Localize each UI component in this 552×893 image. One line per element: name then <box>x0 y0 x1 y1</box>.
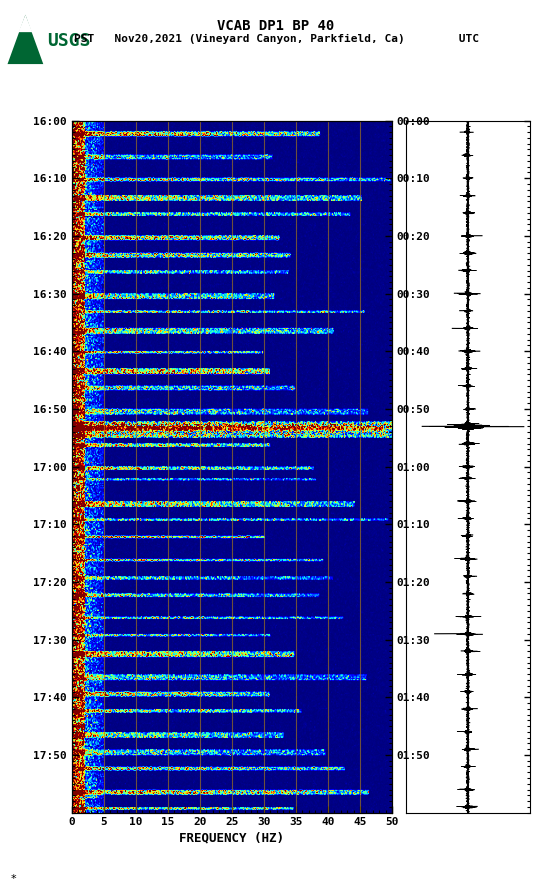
Text: *: * <box>11 874 17 884</box>
Text: VCAB DP1 BP 40: VCAB DP1 BP 40 <box>217 19 335 33</box>
Text: PST   Nov20,2021 (Vineyard Canyon, Parkfield, Ca)        UTC: PST Nov20,2021 (Vineyard Canyon, Parkfie… <box>73 34 479 44</box>
Text: USGS: USGS <box>47 32 91 50</box>
X-axis label: FREQUENCY (HZ): FREQUENCY (HZ) <box>179 831 284 845</box>
Polygon shape <box>18 15 33 32</box>
Polygon shape <box>8 15 43 64</box>
